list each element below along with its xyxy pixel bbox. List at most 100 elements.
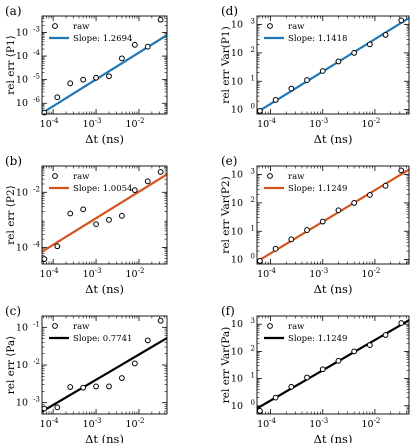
data-point	[54, 94, 61, 101]
x-axis-label: Δt (ns)	[85, 432, 124, 443]
data-point	[351, 199, 358, 206]
panel-label: (e)	[221, 154, 237, 168]
y-tick-label: 10	[231, 346, 243, 357]
legend-marker	[52, 323, 58, 329]
x-tick-label: 10-3	[309, 117, 328, 130]
y-tick-label: 10	[16, 187, 28, 198]
data-point	[157, 168, 164, 175]
x-tick-label: 10-2	[126, 117, 145, 130]
y-tick-exponent: 2	[251, 46, 255, 54]
legend-label: raw	[288, 172, 305, 182]
legend-label: Slope: 1.0054	[73, 184, 132, 194]
data-point	[351, 348, 358, 355]
y-tick-exponent: -5	[33, 73, 40, 81]
data-point	[272, 96, 279, 103]
y-axis-label: rel err ⟨P1⟩	[5, 35, 17, 94]
data-point	[335, 207, 342, 214]
y-tick-label: 10	[16, 360, 28, 371]
y-tick-label: 10	[231, 255, 243, 266]
x-tick-label: 10-4	[40, 417, 59, 430]
data-point	[118, 212, 125, 219]
y-tick-label: 10	[16, 51, 28, 62]
y-axis-label: rel err Var(Pa)	[220, 327, 232, 403]
data-point	[288, 85, 295, 92]
y-tick-label: 10	[231, 319, 243, 330]
data-point	[67, 384, 74, 390]
plot-frame	[256, 165, 410, 265]
legend-label: Slope: 1.1418	[288, 34, 347, 44]
data-point	[304, 227, 310, 233]
series-group	[42, 337, 167, 413]
y-tick-label: 10	[16, 398, 28, 409]
y-tick-label: 10	[231, 76, 243, 87]
y-tick-exponent: 1	[251, 224, 255, 232]
series-group	[42, 173, 167, 253]
data-point	[106, 216, 112, 223]
data-point	[256, 258, 263, 264]
data-point	[106, 73, 112, 80]
panel-label: (c)	[5, 304, 21, 318]
legend-label: raw	[73, 322, 90, 332]
x-tick-label: 10-2	[361, 117, 380, 130]
y-tick-exponent: 3	[251, 168, 255, 176]
data-point	[335, 357, 342, 364]
data-point	[93, 383, 99, 390]
data-point	[256, 108, 263, 114]
data-point	[304, 77, 310, 83]
y-axis-label: rel err Var(P1)	[220, 26, 232, 103]
legend-marker	[267, 23, 273, 29]
data-point	[288, 383, 295, 390]
legend-label: raw	[288, 22, 305, 32]
x-tick-label: 10-3	[309, 417, 328, 430]
y-tick-exponent: -2	[33, 185, 40, 193]
data-point	[93, 74, 99, 81]
y-axis-label: rel err Var(P2)	[220, 176, 232, 253]
data-point	[54, 404, 61, 411]
data-point	[106, 383, 112, 390]
y-tick-label: 10	[16, 98, 28, 109]
data-point	[366, 41, 373, 48]
data-point	[144, 178, 151, 185]
data-point	[304, 374, 310, 381]
x-axis-label: Δt (ns)	[314, 432, 353, 443]
plot-frame	[41, 165, 168, 265]
x-tick-label: 10-3	[83, 117, 102, 130]
legend-label: raw	[288, 322, 305, 332]
y-tick-label: 10	[231, 198, 243, 209]
x-tick-label: 10-4	[40, 267, 59, 280]
data-point	[41, 256, 48, 262]
plot-frame	[41, 315, 168, 415]
data-point	[80, 384, 87, 391]
panel-label: (b)	[5, 154, 22, 168]
y-axis-label: rel err ⟨Pa⟩	[5, 336, 17, 395]
data-point	[157, 16, 164, 23]
data-point	[272, 245, 279, 252]
y-tick-label: 10	[16, 75, 28, 86]
data-point	[54, 243, 61, 250]
x-tick-label: 10-4	[257, 417, 276, 430]
data-point	[157, 317, 164, 324]
data-point	[80, 206, 87, 213]
y-tick-exponent: -4	[33, 49, 40, 57]
y-tick-label: 10	[16, 322, 28, 333]
data-point	[319, 68, 326, 74]
legend-marker	[267, 323, 273, 329]
x-tick-label: 10-2	[361, 417, 380, 430]
x-tick-label: 10-4	[257, 117, 276, 130]
data-point	[93, 221, 99, 228]
data-point	[131, 187, 138, 194]
y-tick-label: 10	[231, 401, 243, 412]
legend-label: Slope: 1.2694	[73, 34, 132, 44]
panel-label: (a)	[5, 4, 22, 18]
data-point	[118, 375, 125, 381]
y-tick-exponent: 0	[251, 253, 255, 261]
data-point	[382, 182, 389, 189]
data-point	[272, 394, 279, 401]
data-point	[80, 76, 87, 83]
data-point	[288, 236, 295, 243]
x-axis-label: Δt (ns)	[314, 282, 353, 296]
y-tick-exponent: -2	[33, 358, 40, 366]
y-tick-exponent: 3	[251, 18, 255, 26]
